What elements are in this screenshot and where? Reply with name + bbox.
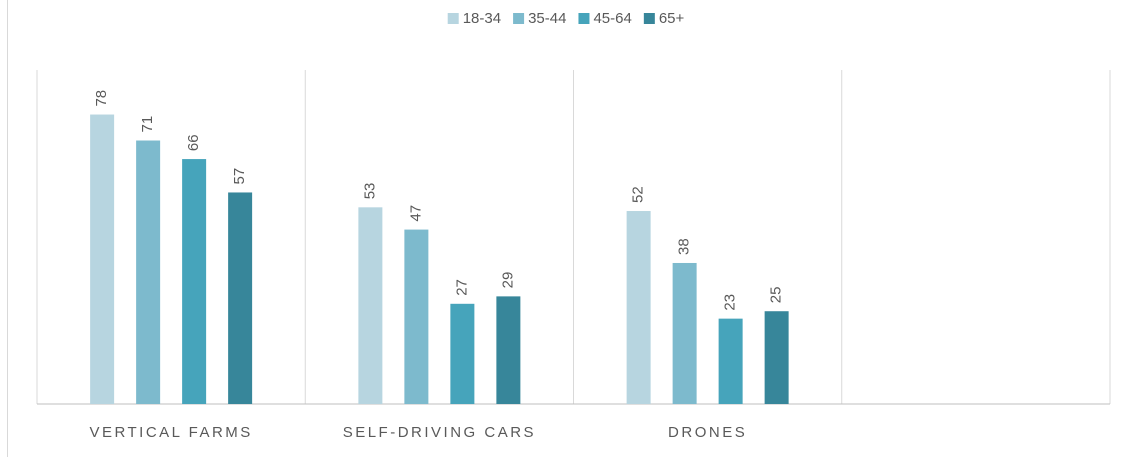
bar bbox=[228, 192, 253, 404]
data-label: 38 bbox=[676, 238, 693, 255]
bar bbox=[136, 140, 161, 404]
data-label: 29 bbox=[499, 272, 516, 289]
bar bbox=[626, 211, 651, 404]
data-label: 47 bbox=[407, 205, 424, 222]
bar bbox=[672, 262, 697, 404]
bar bbox=[404, 229, 429, 404]
data-label: 66 bbox=[185, 134, 202, 151]
bar bbox=[718, 318, 743, 404]
bar bbox=[358, 207, 383, 404]
legend-swatch bbox=[513, 13, 525, 24]
bar bbox=[496, 296, 521, 404]
legend-label: 35-44 bbox=[528, 10, 566, 27]
legend-label: 65+ bbox=[659, 10, 685, 27]
bar bbox=[90, 114, 115, 405]
data-label: 25 bbox=[768, 287, 785, 304]
data-label: 78 bbox=[93, 90, 110, 107]
bar bbox=[450, 303, 475, 404]
legend-swatch bbox=[447, 13, 459, 24]
legend-label: 45-64 bbox=[593, 10, 631, 27]
data-label: 53 bbox=[361, 183, 378, 200]
x-tick-label: DRONES bbox=[668, 424, 747, 441]
x-tick-label: VERTICAL FARMS bbox=[89, 424, 252, 441]
bar bbox=[182, 159, 207, 404]
legend-swatch bbox=[578, 13, 590, 24]
chart-frame bbox=[7, 0, 8, 457]
x-tick-label: SELF-DRIVING CARS bbox=[343, 424, 536, 441]
legend-label: 18-34 bbox=[463, 10, 501, 27]
data-label: 57 bbox=[231, 168, 248, 185]
data-label: 52 bbox=[630, 186, 647, 203]
data-label: 23 bbox=[722, 294, 739, 311]
bar bbox=[764, 311, 789, 404]
legend-swatch bbox=[643, 13, 655, 24]
data-label: 27 bbox=[453, 279, 470, 296]
data-label: 71 bbox=[139, 116, 156, 133]
